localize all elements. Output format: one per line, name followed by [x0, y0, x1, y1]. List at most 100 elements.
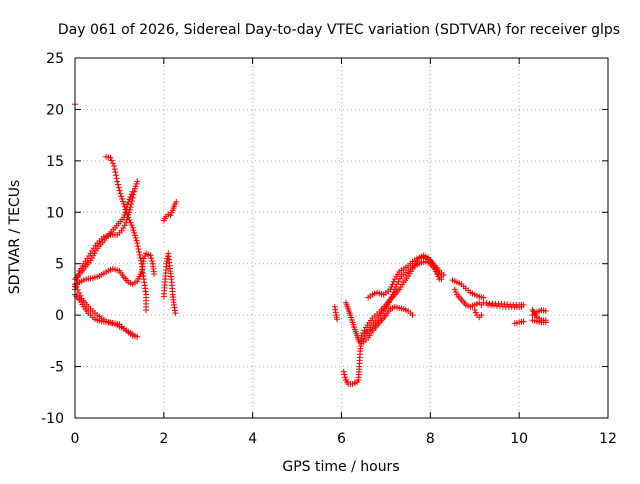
data-point: [114, 178, 121, 185]
data-point: [131, 232, 138, 239]
data-point: [134, 240, 141, 247]
data-point: [128, 222, 135, 229]
y-tick-label: 25: [46, 51, 64, 67]
data-point: [129, 188, 136, 195]
data-point: [389, 281, 396, 288]
data-point: [387, 286, 394, 293]
y-tick-label: -10: [41, 411, 64, 427]
data-point: [134, 243, 141, 250]
data-point: [124, 201, 131, 208]
y-tick-label: 10: [46, 205, 64, 221]
data-point: [111, 166, 118, 173]
data-point: [123, 206, 130, 213]
data-point: [111, 163, 118, 169]
x-tick-label: 2: [159, 431, 168, 447]
data-point: [109, 320, 116, 327]
data-point: [115, 184, 122, 191]
data-point: [118, 193, 125, 200]
x-tick-label: 8: [426, 431, 435, 447]
data-points: [72, 101, 549, 388]
x-tick-label: 4: [248, 431, 257, 447]
data-point: [131, 229, 138, 236]
data-point: [123, 204, 130, 211]
data-point: [120, 201, 127, 208]
data-point: [140, 255, 147, 262]
y-tick-label: 20: [46, 102, 64, 118]
data-point: [136, 248, 143, 255]
data-point: [478, 312, 485, 319]
data-point: [361, 327, 368, 334]
data-point: [133, 237, 140, 244]
axis-ticks: 0 2 4 6 8 10 12 -10 -5 0 5 10 15 20 25: [41, 51, 617, 447]
chart-title: Day 061 of 2026, Sidereal Day-to-day VTE…: [58, 22, 620, 38]
data-point: [167, 212, 174, 219]
data-point: [358, 332, 365, 339]
data-point: [113, 175, 120, 182]
data-point: [112, 172, 119, 179]
data-point: [471, 307, 478, 313]
data-point: [409, 312, 416, 319]
data-point: [148, 257, 155, 264]
data-point: [127, 193, 134, 200]
grid: [75, 58, 608, 418]
y-axis-label: SDTVAR / TECUs: [7, 180, 23, 295]
data-point: [74, 287, 81, 294]
data-point: [129, 224, 136, 231]
data-point: [116, 187, 123, 194]
data-point: [452, 289, 459, 295]
x-tick-label: 0: [71, 431, 80, 447]
data-point: [472, 309, 479, 316]
data-point: [134, 178, 141, 185]
data-point: [121, 222, 128, 229]
data-point: [125, 199, 132, 205]
data-point: [388, 283, 395, 290]
data-point: [542, 308, 549, 315]
y-tick-label: 5: [55, 257, 64, 273]
data-point: [542, 319, 549, 326]
data-point: [119, 198, 126, 205]
data-point: [148, 255, 155, 262]
data-point: [147, 252, 154, 259]
data-point: [342, 374, 349, 381]
x-tick-label: 6: [337, 431, 346, 447]
y-tick-label: 15: [46, 154, 64, 170]
data-point: [173, 199, 180, 205]
data-point: [480, 294, 487, 301]
data-point: [128, 191, 135, 198]
data-point: [109, 160, 116, 167]
data-point: [440, 272, 447, 279]
data-point: [341, 371, 348, 378]
data-point: [438, 276, 445, 283]
x-tick-label: 10: [510, 431, 528, 447]
data-point: [141, 253, 148, 259]
data-point: [112, 169, 119, 176]
data-point: [120, 225, 127, 232]
data-point: [118, 227, 125, 234]
data-point: [114, 181, 121, 188]
x-tick-label: 12: [599, 431, 617, 447]
x-axis-label: GPS time / hours: [282, 459, 399, 475]
data-point: [143, 307, 150, 313]
data-point: [172, 310, 179, 317]
data-point: [103, 318, 110, 325]
data-point: [137, 254, 144, 261]
data-point: [451, 286, 458, 293]
data-point: [107, 154, 114, 161]
data-point: [73, 284, 80, 291]
data-point: [168, 209, 175, 216]
data-point: [120, 214, 127, 221]
data-point: [75, 289, 82, 296]
data-point: [121, 211, 128, 218]
data-point: [520, 318, 527, 325]
data-point: [119, 195, 126, 202]
data-point: [340, 368, 347, 375]
y-tick-label: -5: [50, 360, 64, 376]
data-point: [130, 227, 137, 234]
data-point: [151, 271, 158, 277]
data-point: [334, 316, 341, 323]
data-point: [135, 246, 142, 253]
data-point: [359, 329, 366, 336]
data-point: [106, 319, 113, 326]
